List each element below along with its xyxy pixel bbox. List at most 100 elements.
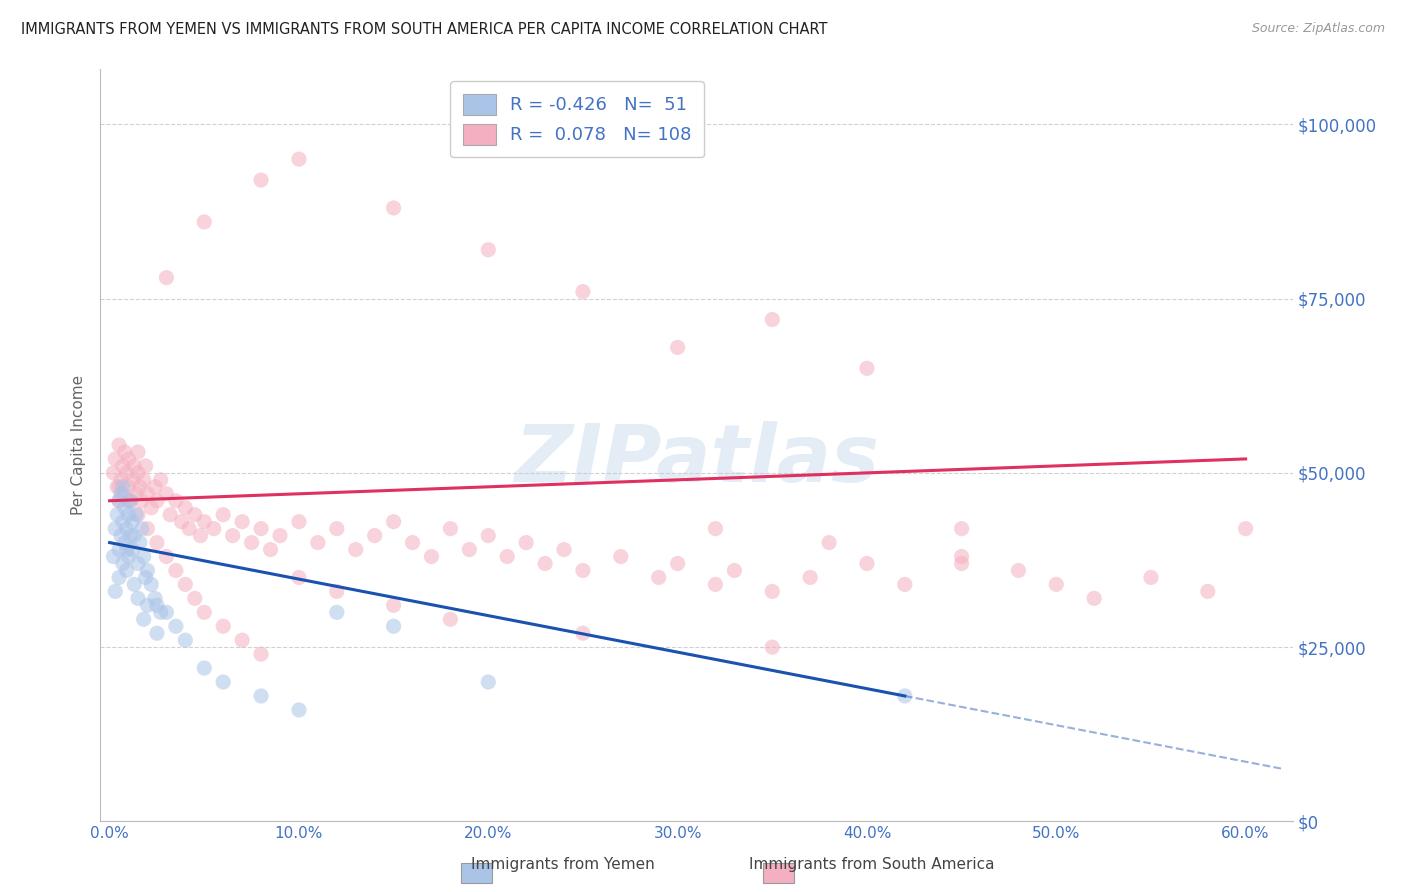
Point — [108, 438, 131, 452]
Point — [155, 605, 177, 619]
Point — [572, 626, 595, 640]
Point — [647, 570, 669, 584]
Point — [128, 535, 150, 549]
Point — [193, 215, 215, 229]
Point — [143, 480, 166, 494]
Point — [121, 473, 143, 487]
Point — [326, 584, 349, 599]
Point — [856, 361, 879, 376]
Point — [146, 493, 169, 508]
Point — [240, 535, 263, 549]
Y-axis label: Per Capita Income: Per Capita Income — [72, 375, 86, 515]
Point — [250, 647, 273, 661]
Point — [111, 458, 134, 473]
Point — [382, 201, 405, 215]
Point — [165, 564, 187, 578]
Point — [666, 340, 689, 354]
Point — [117, 480, 139, 494]
Point — [704, 522, 727, 536]
Point — [131, 493, 153, 508]
Point — [572, 564, 595, 578]
Point — [515, 535, 537, 549]
Point — [231, 515, 253, 529]
Point — [174, 500, 197, 515]
Point — [382, 515, 405, 529]
Point — [115, 564, 138, 578]
Point — [141, 500, 163, 515]
Point — [344, 542, 367, 557]
Point — [170, 515, 193, 529]
Point — [132, 549, 155, 564]
Point — [114, 500, 136, 515]
Point — [125, 487, 148, 501]
Point — [401, 535, 423, 549]
Point — [610, 549, 633, 564]
Point — [120, 493, 142, 508]
Point — [288, 570, 311, 584]
Point — [174, 633, 197, 648]
Text: ZIPatlas: ZIPatlas — [515, 421, 879, 499]
Point — [950, 522, 973, 536]
Point — [136, 487, 159, 501]
Point — [155, 270, 177, 285]
Point — [212, 675, 235, 690]
Point — [120, 493, 142, 508]
Point — [136, 599, 159, 613]
Text: Immigrants from South America: Immigrants from South America — [749, 857, 994, 872]
Point — [132, 473, 155, 487]
Point — [1140, 570, 1163, 584]
Point — [117, 549, 139, 564]
Point — [117, 451, 139, 466]
Point — [165, 493, 187, 508]
Point — [110, 487, 132, 501]
Point — [117, 508, 139, 522]
Point — [950, 549, 973, 564]
Point — [326, 605, 349, 619]
Point — [135, 570, 157, 584]
Point — [1197, 584, 1219, 599]
Point — [950, 557, 973, 571]
Point — [307, 535, 329, 549]
Point — [114, 445, 136, 459]
Point — [146, 599, 169, 613]
Point — [103, 549, 125, 564]
Point — [193, 661, 215, 675]
Point — [572, 285, 595, 299]
Point — [202, 522, 225, 536]
Point — [477, 675, 499, 690]
Point — [111, 480, 134, 494]
Point — [1083, 591, 1105, 606]
Point — [159, 508, 181, 522]
Point — [212, 619, 235, 633]
Point — [105, 508, 128, 522]
Point — [212, 508, 235, 522]
Point — [117, 493, 139, 508]
Point — [231, 633, 253, 648]
Point — [363, 528, 385, 542]
Point — [122, 577, 145, 591]
Text: Immigrants from Yemen: Immigrants from Yemen — [471, 857, 654, 872]
Point — [141, 577, 163, 591]
Point — [121, 515, 143, 529]
Point — [149, 473, 172, 487]
Point — [108, 493, 131, 508]
Point — [110, 473, 132, 487]
Point — [894, 689, 917, 703]
Point — [136, 522, 159, 536]
Point — [108, 480, 131, 494]
Point — [108, 493, 131, 508]
Point — [534, 557, 557, 571]
Point — [184, 508, 207, 522]
Point — [155, 549, 177, 564]
Point — [135, 458, 157, 473]
Point — [496, 549, 519, 564]
Point — [104, 584, 127, 599]
Point — [439, 522, 461, 536]
Point — [382, 619, 405, 633]
Point — [288, 703, 311, 717]
Point — [127, 508, 149, 522]
Point — [553, 542, 575, 557]
Point — [131, 522, 153, 536]
Point — [250, 173, 273, 187]
Point — [420, 549, 443, 564]
